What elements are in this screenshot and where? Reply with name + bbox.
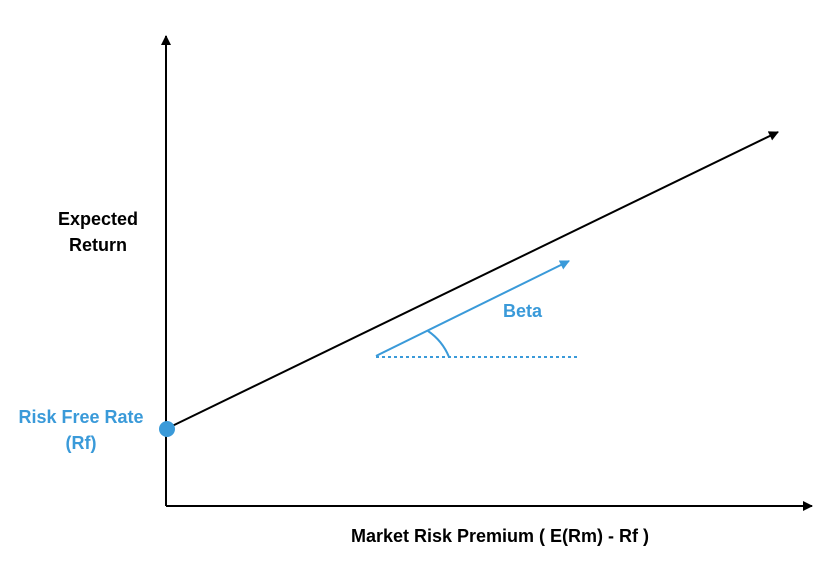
risk-free-rate-label-line1: Risk Free Rate <box>18 407 144 427</box>
y-axis-label-line2: Return <box>69 235 127 255</box>
x-axis-label: Market Risk Premium ( E(Rm) - Rf ) <box>350 526 650 546</box>
risk-free-rate-label: Risk Free Rate (Rf) <box>6 404 156 456</box>
risk-free-point <box>159 421 175 437</box>
beta-label: Beta <box>503 301 543 321</box>
security-market-line <box>167 131 779 429</box>
beta-arrow <box>375 260 570 357</box>
y-axis-label: Expected Return <box>50 206 146 258</box>
beta-angle-arc <box>427 330 450 358</box>
risk-free-rate-label-line2: (Rf) <box>65 433 97 453</box>
y-axis-label-line1: Expected <box>57 209 139 229</box>
